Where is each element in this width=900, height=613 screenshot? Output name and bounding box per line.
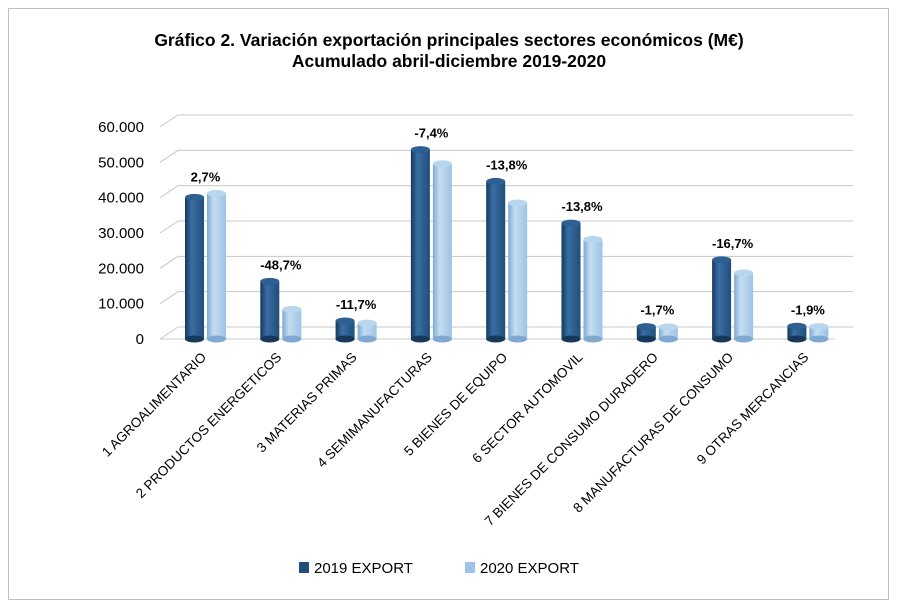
bar-group: [185, 189, 226, 343]
gridline-wall: [159, 326, 179, 340]
y-tick-label: 60.000: [98, 119, 144, 136]
bar-group: [486, 177, 528, 343]
category-label: 7 BIENES DE CONSUMO DURADERO: [482, 350, 661, 529]
data-label: -13,8%: [486, 157, 528, 172]
bar: [508, 199, 528, 343]
bar: [357, 319, 377, 343]
y-tick-label: 50.000: [98, 154, 144, 171]
bar: [787, 322, 807, 343]
data-labels: 2,7% -48,7% -11,7% -7,4% -13,8% -13,8% -1,7% -1…: [191, 126, 826, 318]
y-tick-label: 30.000: [98, 225, 144, 242]
legend-label: 2019 EXPORT: [314, 560, 413, 577]
bar-group: [636, 323, 678, 343]
y-axis-ticks: 0 10.000 20.000 30.000 40.000 50.000 60.000: [98, 119, 144, 348]
bar-group: [260, 277, 302, 343]
data-label: -11,7%: [336, 297, 377, 312]
data-label: -7,4%: [414, 126, 448, 141]
legend-item: 2020 EXPORT: [465, 560, 579, 577]
bar-group: [712, 256, 754, 343]
bar: [185, 193, 204, 343]
bar: [410, 146, 430, 343]
bar-group: [561, 219, 603, 343]
data-label: -1,7%: [640, 303, 674, 318]
bar: [561, 219, 581, 343]
data-label: -1,9%: [791, 302, 825, 317]
data-label: 2,7%: [191, 169, 221, 184]
bar-group: [787, 322, 829, 343]
data-label: -16,7%: [712, 236, 754, 251]
gridline-wall: [159, 291, 179, 305]
bar-group: [410, 146, 452, 343]
bar: [486, 177, 506, 343]
bars: [185, 146, 829, 343]
bar: [432, 160, 452, 343]
chart-title: Gráfico 2. Variación exportación princip…: [154, 30, 743, 50]
y-tick-label: 40.000: [98, 190, 144, 207]
bar: [207, 189, 226, 343]
legend-label: 2020 EXPORT: [480, 560, 579, 577]
bar: [658, 323, 678, 343]
bar: [636, 323, 656, 343]
legend: 2019 EXPORT 2020 EXPORT: [299, 560, 579, 577]
legend-swatch: [465, 562, 475, 573]
bar: [734, 269, 754, 343]
category-label: 2 PRODUCTOS ENERGETICOS: [133, 350, 285, 502]
legend-swatch: [299, 562, 309, 573]
gridline-wall: [159, 255, 179, 269]
legend-item: 2019 EXPORT: [299, 560, 413, 577]
y-tick-label: 10.000: [98, 296, 144, 313]
gridline-wall: [159, 185, 179, 199]
gridline-wall: [159, 114, 179, 128]
gridline-wall: [159, 149, 179, 163]
data-label: -13,8%: [561, 199, 603, 214]
bar: [335, 317, 355, 343]
y-tick-label: 0: [136, 331, 144, 348]
bar: [712, 256, 732, 343]
bar: [260, 277, 280, 343]
category-label: 8 MANUFACTURAS DE CONSUMO: [570, 350, 736, 516]
data-label: -48,7%: [260, 257, 302, 272]
y-tick-label: 20.000: [98, 260, 144, 277]
bar-group: [335, 317, 377, 343]
chart-subtitle: Acumulado abril-diciembre 2019-2020: [292, 51, 606, 71]
bar: [583, 235, 603, 343]
bar: [809, 323, 829, 343]
bar: [282, 305, 302, 343]
gridline-wall: [159, 220, 179, 234]
